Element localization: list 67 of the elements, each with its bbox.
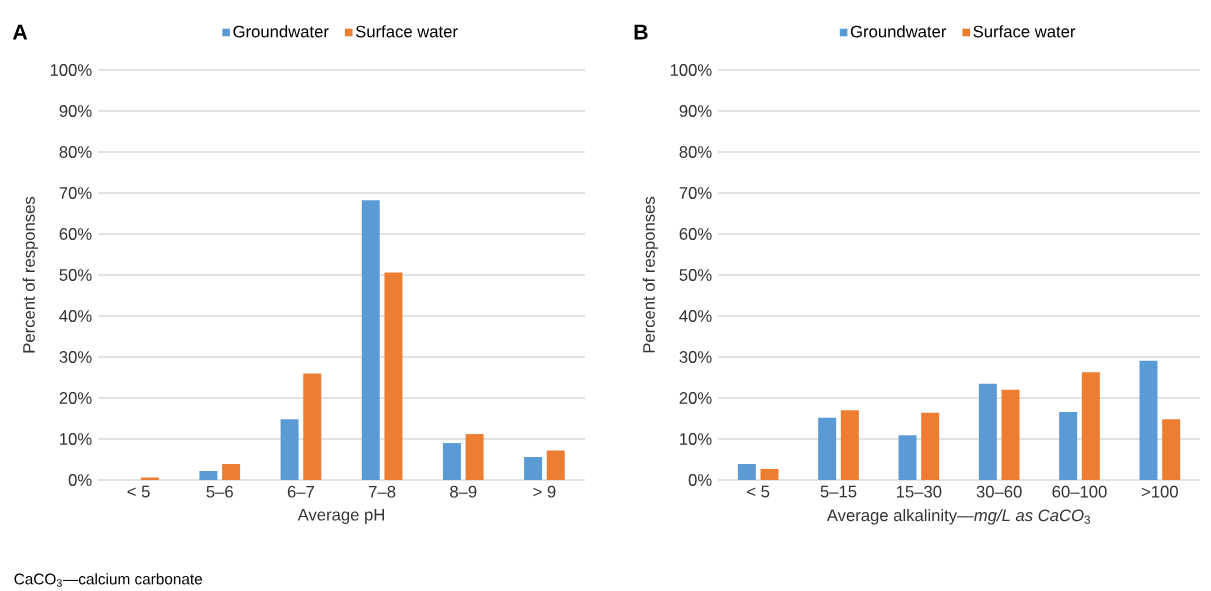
y-tick-label: 80%	[679, 146, 712, 158]
bar	[303, 373, 322, 480]
y-tick-label: 90%	[59, 105, 92, 117]
bar	[1162, 419, 1181, 480]
y-tick-label: 40%	[59, 310, 92, 322]
bar	[442, 443, 461, 480]
bar	[361, 200, 380, 480]
legend-label: Surface water	[355, 25, 458, 38]
x-axis-title: Average alkalinity—mg/L as CaCO$_{3}$	[826, 508, 1090, 525]
bar	[280, 419, 299, 480]
y-tick-label: 70%	[59, 187, 92, 199]
bar	[1001, 389, 1020, 480]
y-tick-label: 60%	[59, 228, 92, 240]
y-tick-label: 10%	[60, 433, 92, 445]
x-tick-label: >100	[1141, 485, 1178, 498]
y-tick-label: 10%	[680, 433, 712, 445]
bar	[222, 464, 241, 480]
y-tick-label: 90%	[679, 105, 712, 117]
bar	[1059, 411, 1078, 480]
y-tick-label: 60%	[679, 228, 712, 240]
x-tick-label: 60–100	[1052, 485, 1107, 498]
y-tick-label: 50%	[679, 269, 712, 281]
bar	[737, 464, 756, 480]
y-tick-label: 30%	[679, 351, 712, 363]
y-tick-label: 20%	[59, 392, 92, 404]
bar	[546, 450, 565, 480]
bar	[978, 383, 997, 480]
bar	[465, 434, 484, 480]
x-axis-title: Average pH	[297, 508, 384, 524]
y-tick-label: 0%	[68, 474, 92, 486]
bar	[760, 468, 779, 480]
chart-title: B	[634, 24, 648, 40]
y-tick-label: 100%	[670, 64, 712, 76]
y-tick-label: 0%	[688, 474, 712, 486]
x-tick-label: 7–8	[369, 485, 396, 498]
legend-label: Surface water	[973, 25, 1076, 38]
bar	[840, 410, 859, 480]
x-tick-label: 30–60	[976, 485, 1022, 498]
text: CaCO$_{3}$—calcium carbonate	[14, 573, 203, 587]
y-tick-label: 80%	[59, 146, 92, 158]
x-tick-label: < 5	[127, 485, 150, 498]
x-tick-label: 5–6	[206, 485, 233, 498]
x-tick-label: 15–30	[896, 485, 942, 498]
chart-title: A	[12, 24, 28, 40]
y-tick-label: 40%	[679, 310, 712, 322]
x-tick-label: 5–15	[820, 485, 857, 498]
legend-label: Groundwater	[233, 25, 329, 38]
x-tick-label: 6–7	[287, 485, 314, 498]
bar	[524, 457, 543, 480]
x-tick-label: > 9	[533, 485, 556, 498]
x-tick-label: 8–9	[450, 485, 477, 498]
bar	[818, 417, 837, 480]
bar	[898, 435, 917, 480]
bar	[199, 470, 218, 480]
y-tick-label: 70%	[679, 187, 712, 199]
y-axis-title: Percent of responses	[642, 196, 659, 353]
legend-label: Groundwater	[850, 25, 947, 38]
y-axis-title: Percent of responses	[22, 196, 39, 353]
bar	[921, 412, 940, 480]
y-tick-label: 100%	[50, 64, 92, 76]
bar	[1081, 372, 1100, 480]
bar	[1139, 360, 1158, 480]
x-tick-label: < 5	[747, 485, 770, 498]
bar	[384, 272, 403, 480]
y-tick-label: 30%	[59, 351, 92, 363]
y-tick-label: 50%	[59, 269, 92, 281]
y-tick-label: 20%	[679, 392, 712, 404]
